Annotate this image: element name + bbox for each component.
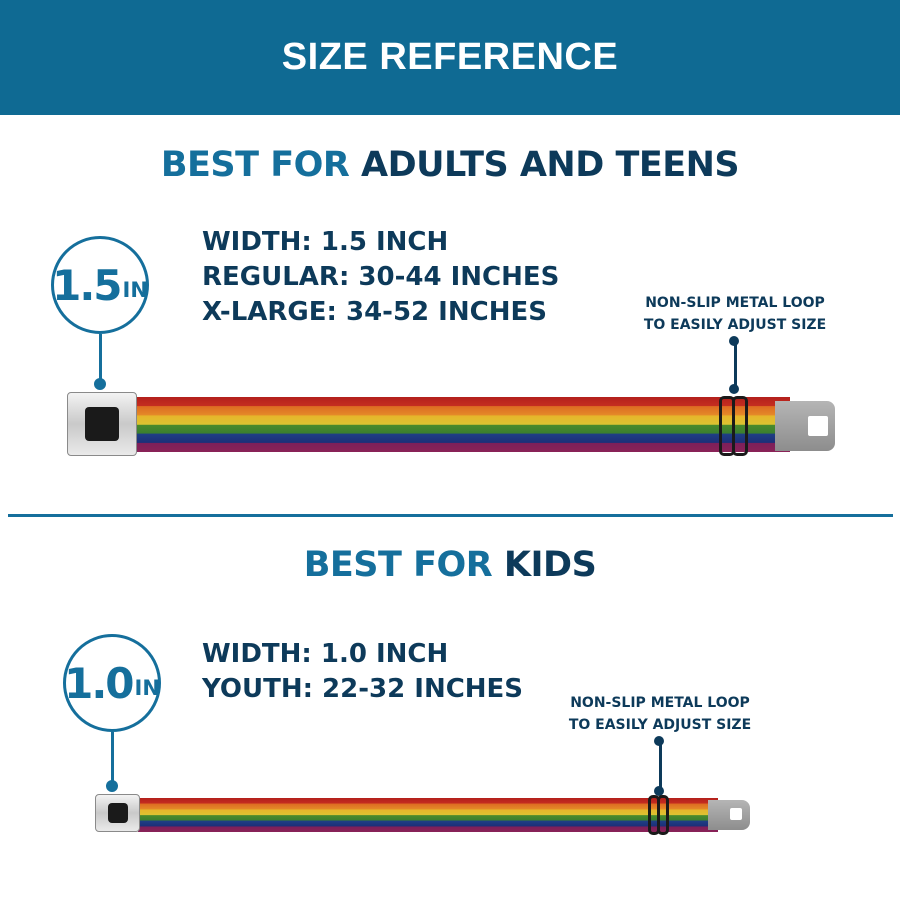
loop-pointer-dot (729, 384, 739, 394)
loop-pointer-line (659, 742, 662, 790)
note-line: TO EASILY ADJUST SIZE (643, 317, 827, 333)
spec-xlarge: X-LARGE: 34-52 INCHES (202, 297, 547, 327)
seatbelt-buckle (95, 794, 140, 832)
width-badge-adults: 1.5 IN (51, 236, 149, 334)
belt-strap-kids (138, 798, 718, 832)
loop-pointer-dot (654, 736, 664, 746)
note-line: TO EASILY ADJUST SIZE (568, 717, 752, 733)
header-title: SIZE REFERENCE (281, 36, 619, 78)
kids-specs: WIDTH: 1.0 INCH YOUTH: 22-32 INCHES (202, 637, 523, 707)
loop-pointer-dot (729, 336, 739, 346)
adults-specs: WIDTH: 1.5 INCH REGULAR: 30-44 INCHES X-… (202, 225, 559, 330)
pointer-line (111, 732, 114, 782)
pointer-line (99, 334, 102, 384)
title-rest: KIDS (492, 545, 597, 585)
tongue-hole (730, 808, 742, 820)
metal-loop (732, 396, 748, 456)
adults-loop-note: NON-SLIP METAL LOOP TO EASILY ADJUST SIZ… (605, 292, 865, 336)
belt-tongue (708, 800, 750, 830)
loop-pointer-line (734, 342, 737, 387)
title-rest: ADULTS AND TEENS (349, 145, 740, 185)
note-line: NON-SLIP METAL LOOP (570, 695, 750, 711)
badge-unit: IN (134, 676, 160, 700)
brand-logo-icon (107, 803, 128, 823)
kids-loop-note: NON-SLIP METAL LOOP TO EASILY ADJUST SIZ… (530, 692, 790, 736)
brand-logo-icon (85, 407, 119, 441)
spec-youth: YOUTH: 22-32 INCHES (202, 674, 524, 704)
loop-pointer-dot (654, 786, 664, 796)
width-badge-kids: 1.0 IN (63, 634, 161, 732)
note-line: NON-SLIP METAL LOOP (645, 295, 825, 311)
pointer-dot (94, 378, 106, 390)
seatbelt-buckle (67, 392, 137, 456)
badge-value: 1.5 (52, 260, 122, 310)
title-accent: BEST FOR (160, 145, 350, 185)
tongue-hole (808, 416, 828, 436)
header-banner: SIZE REFERENCE (0, 0, 900, 115)
badge-unit: IN (122, 278, 148, 302)
title-accent: BEST FOR (303, 545, 493, 585)
pointer-dot (106, 780, 118, 792)
kids-section-title: BEST FOR KIDS (0, 545, 900, 585)
belt-strap-adults (135, 397, 790, 452)
section-divider (8, 514, 893, 517)
badge-value: 1.0 (64, 658, 134, 708)
spec-regular: REGULAR: 30-44 INCHES (202, 262, 560, 292)
spec-width: WIDTH: 1.0 INCH (202, 639, 449, 669)
spec-width: WIDTH: 1.5 INCH (202, 227, 449, 257)
metal-loop (657, 795, 669, 835)
adults-section-title: BEST FOR ADULTS AND TEENS (0, 145, 900, 185)
